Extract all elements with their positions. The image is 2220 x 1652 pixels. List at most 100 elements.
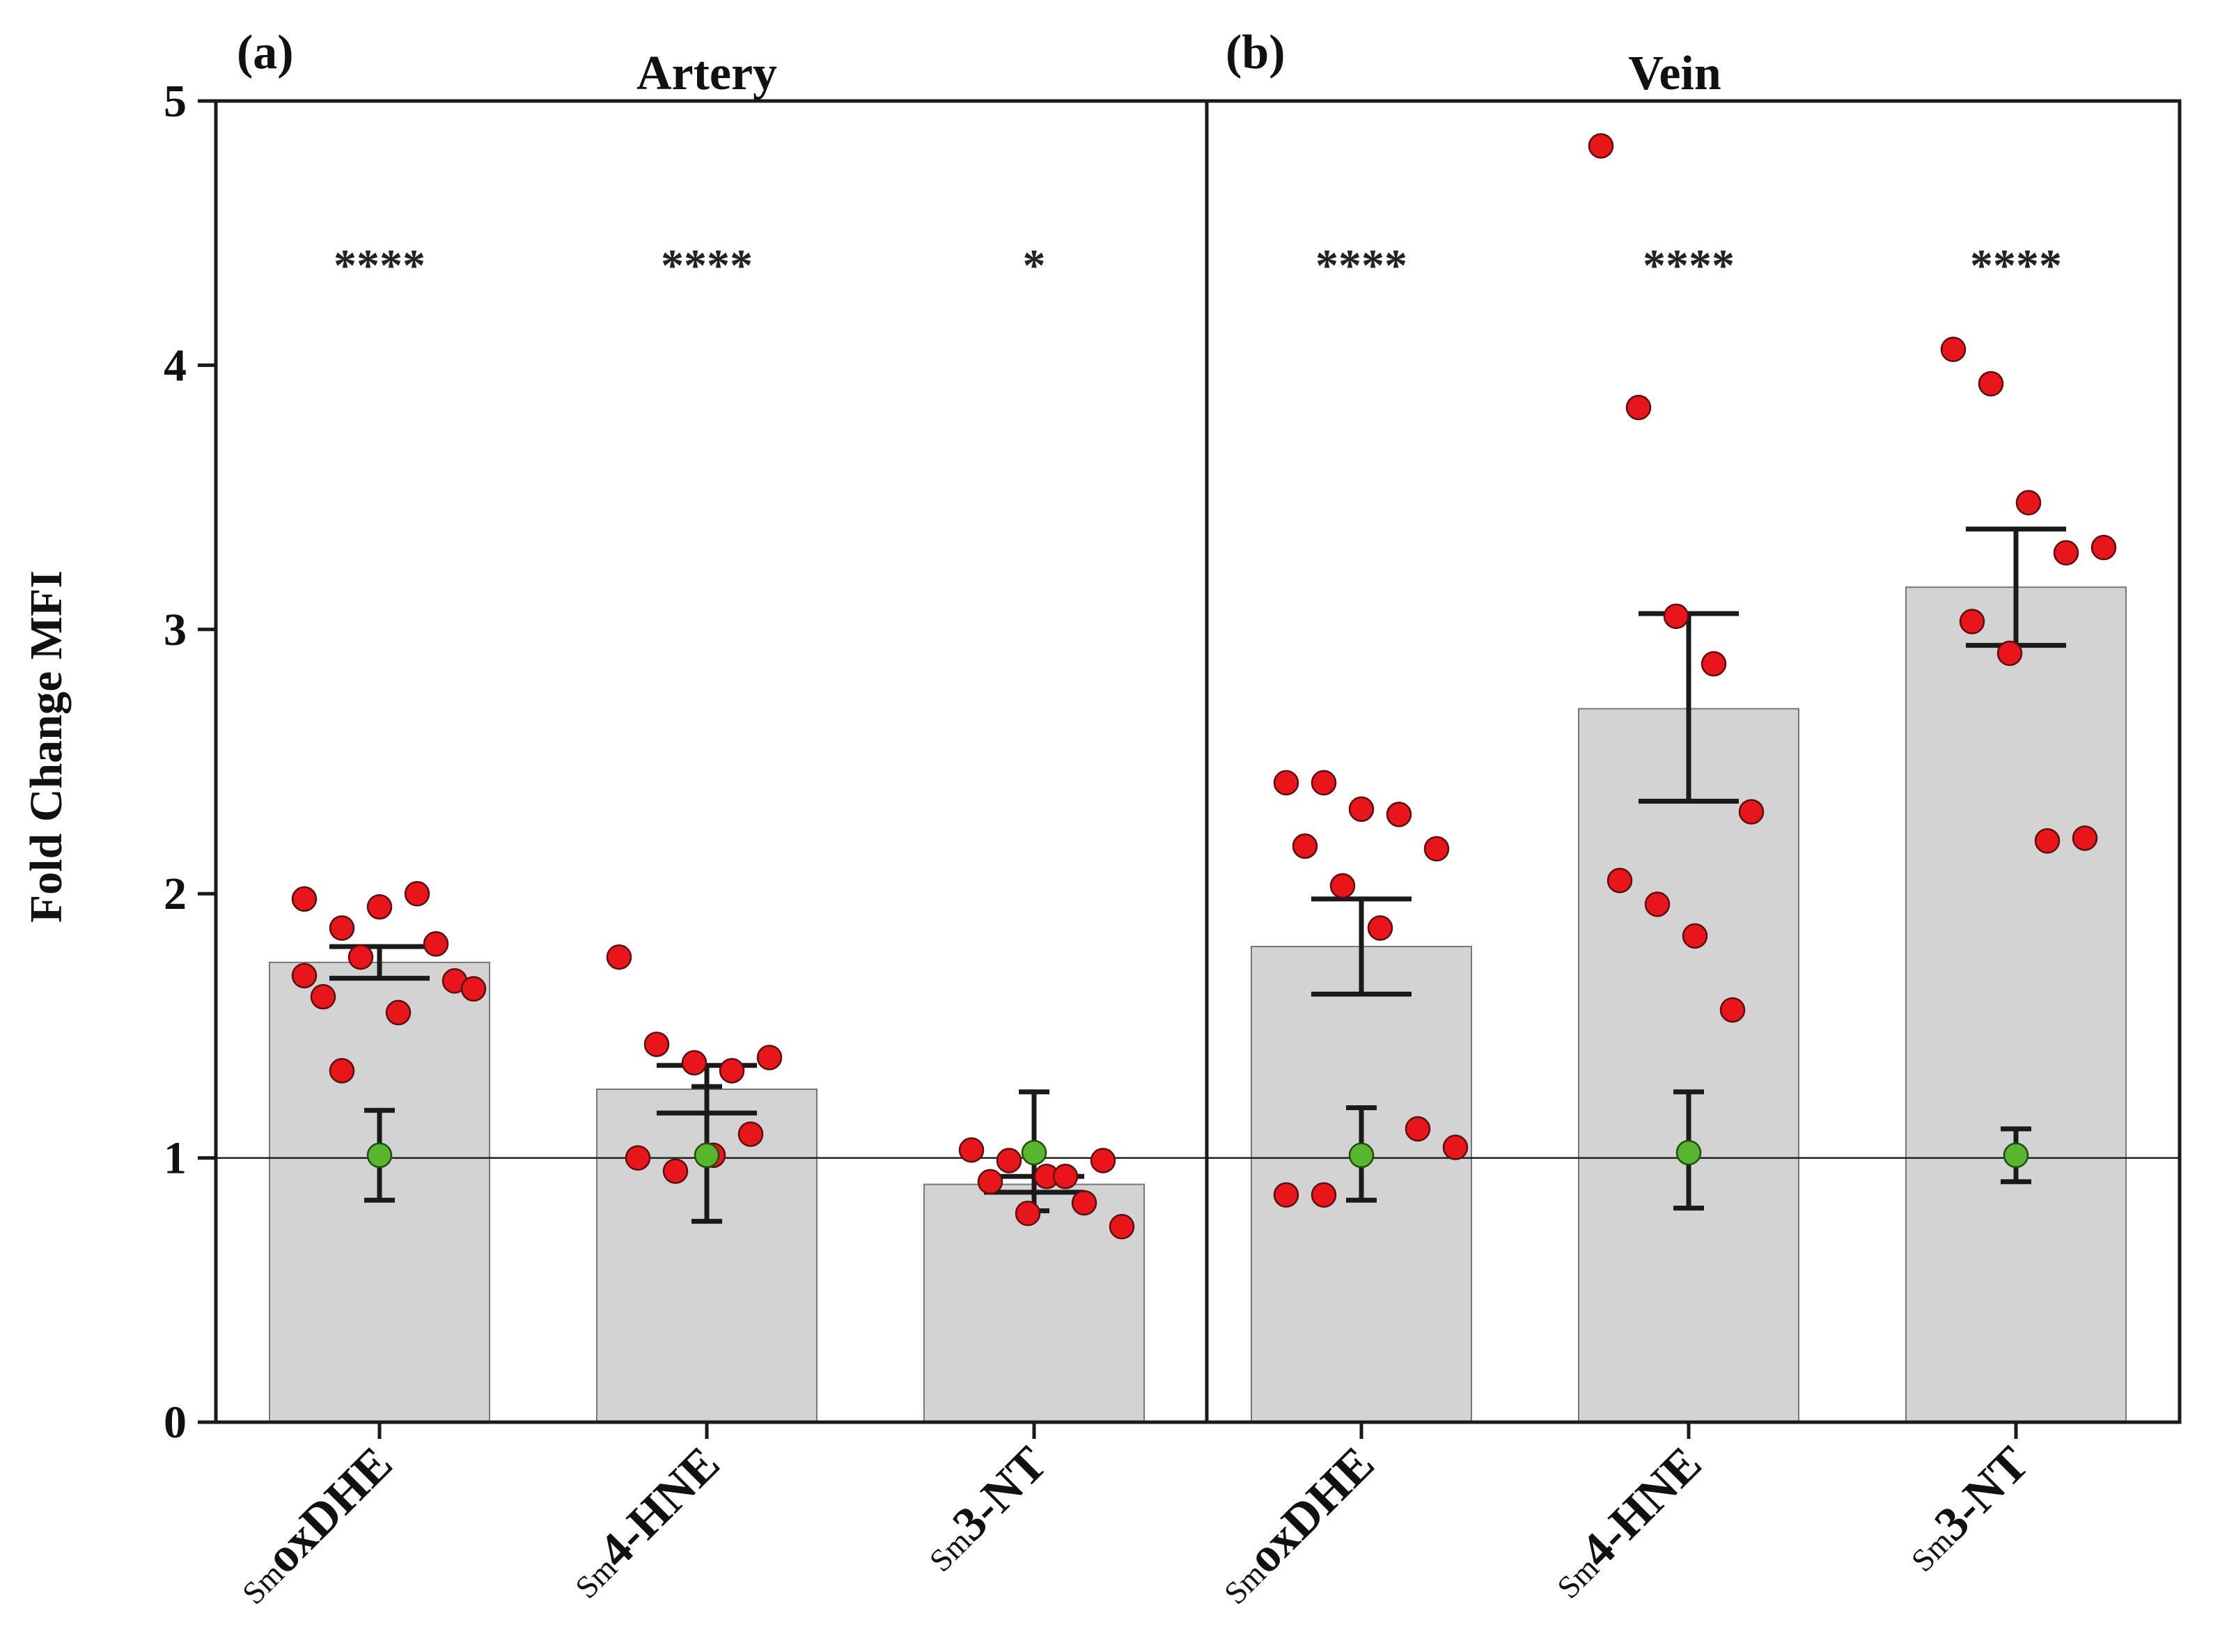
sample-error-bar — [1639, 611, 1739, 804]
y-tick-label: 4 — [164, 340, 187, 391]
x-tick-label: Sm4-HNE — [558, 1437, 730, 1608]
data-point — [1311, 770, 1337, 796]
data-point — [1701, 650, 1727, 677]
control-point — [1021, 1139, 1047, 1166]
data-point — [1644, 891, 1671, 917]
data-point — [625, 1145, 651, 1171]
data-point — [737, 1121, 764, 1147]
x-tick-label: Sm3-NT — [1894, 1437, 2039, 1582]
y-tick-label: 2 — [164, 868, 187, 919]
panel-label: (b) — [1226, 26, 1285, 79]
data-point — [1292, 833, 1318, 859]
data-point — [329, 1058, 355, 1084]
data-point — [2072, 825, 2098, 851]
control-point — [2003, 1142, 2029, 1169]
data-point — [1625, 394, 1652, 421]
control-point — [1348, 1142, 1375, 1169]
data-point — [291, 886, 318, 912]
bar — [1905, 586, 2127, 1424]
data-point — [1719, 997, 1746, 1023]
data-point — [1940, 336, 1967, 362]
data-point — [662, 1158, 689, 1184]
x-tick-label-name: 4-HNE — [1570, 1437, 1712, 1578]
y-tick-label: 0 — [164, 1397, 187, 1448]
sample-error-bar — [329, 944, 430, 981]
data-point — [1273, 1182, 1299, 1208]
significance-marker: **** — [334, 240, 425, 291]
data-point — [1329, 873, 1356, 899]
data-point — [977, 1169, 1003, 1194]
data-point — [1348, 796, 1375, 823]
x-tick-label: SmoxDHE — [1207, 1437, 1385, 1614]
data-point — [460, 976, 487, 1002]
control-point — [694, 1142, 720, 1169]
sample-error-bar — [1311, 896, 1412, 997]
bars-layer — [269, 586, 2127, 1424]
plot-frame — [214, 99, 2182, 1424]
data-point — [1015, 1201, 1041, 1226]
data-point — [1682, 923, 1708, 949]
data-point — [606, 944, 632, 970]
y-axis: 0 1 2 3 4 5 — [164, 76, 216, 1448]
data-point — [719, 1058, 745, 1084]
data-point — [1405, 1116, 1431, 1142]
data-point — [996, 1148, 1022, 1174]
data-point — [1663, 603, 1689, 630]
data-point — [1738, 799, 1765, 825]
y-tick-label: 3 — [164, 605, 187, 655]
data-point — [1367, 915, 1393, 941]
data-point — [2034, 828, 2061, 854]
control-point — [366, 1142, 393, 1169]
significance-marker: **** — [661, 240, 753, 291]
x-tick-label-name: oxDHE — [256, 1437, 402, 1584]
data-point — [1052, 1163, 1079, 1190]
data-point — [366, 894, 393, 920]
data-point — [291, 963, 318, 989]
significance-marker: **** — [1643, 240, 1735, 291]
data-point — [1071, 1190, 1097, 1216]
data-point — [1442, 1135, 1469, 1160]
data-point — [958, 1137, 985, 1163]
panel-titles: (a) Artery (b) Vein — [237, 26, 1721, 100]
significance-marker: **** — [1970, 240, 2062, 291]
significance-markers: **** **** * **** **** **** — [334, 240, 2062, 291]
bar — [1578, 708, 1799, 1423]
data-point — [2015, 490, 2042, 515]
data-point — [681, 1050, 708, 1076]
data-point — [1423, 836, 1450, 862]
x-tick-label-name: oxDHE — [1237, 1437, 1384, 1584]
data-point — [1959, 609, 1985, 634]
significance-marker: * — [1023, 240, 1046, 291]
data-point — [1978, 371, 2004, 397]
panel-label: (a) — [237, 26, 294, 79]
data-point — [1273, 770, 1299, 796]
x-tick-label: SmoxDHE — [226, 1437, 403, 1614]
data-point — [329, 915, 355, 941]
y-tick-label: 5 — [164, 76, 187, 127]
x-tick-label: Sm3-NT — [912, 1437, 1057, 1582]
data-point — [1311, 1182, 1337, 1208]
data-point — [1588, 133, 1614, 159]
data-point — [756, 1045, 783, 1070]
data-point — [385, 999, 412, 1026]
data-point — [1090, 1148, 1116, 1174]
x-tick-label: Sm4-HNE — [1540, 1437, 1712, 1608]
significance-marker: **** — [1315, 240, 1407, 291]
data-point — [310, 983, 336, 1010]
control-point — [1675, 1139, 1702, 1166]
data-point — [1996, 640, 2023, 667]
y-axis-label: Fold Change MFI — [21, 570, 72, 923]
data-point — [347, 944, 374, 970]
data-point — [423, 931, 449, 957]
panel-title: Artery — [636, 47, 777, 100]
points-layer — [291, 133, 2117, 1240]
data-point — [1607, 867, 1633, 894]
data-point — [2090, 534, 2117, 561]
error-bars-layer — [329, 527, 2066, 1224]
data-point — [643, 1031, 670, 1057]
data-point — [404, 880, 430, 907]
y-tick-label: 1 — [164, 1133, 187, 1184]
x-axis: SmoxDHE Sm4-HNE Sm3-NT SmoxDHE Sm4-HNE Sm3-NT — [226, 1422, 2039, 1614]
data-point — [1386, 802, 1412, 827]
